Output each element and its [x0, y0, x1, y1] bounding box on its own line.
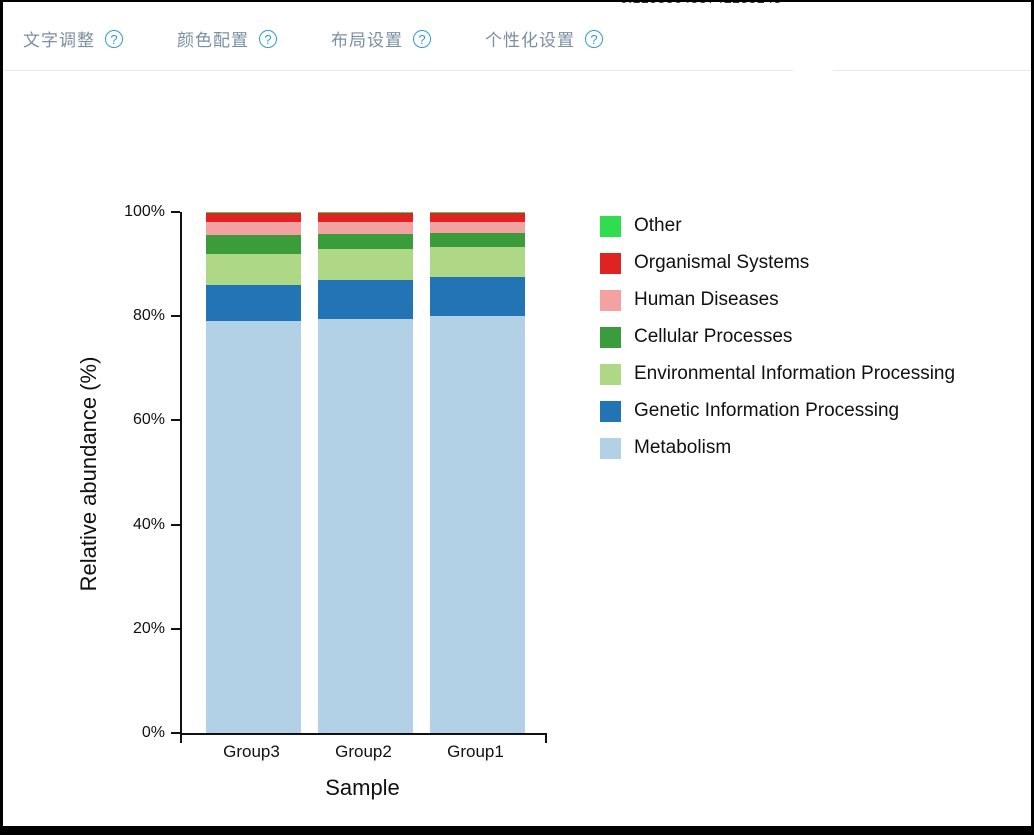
y-tick-label: 100%	[124, 203, 165, 220]
bar-group2	[318, 212, 413, 733]
segment-human-diseases	[206, 222, 301, 236]
segment-metabolism	[318, 318, 413, 733]
toolbar-item-text-adjust[interactable]: 文字调整 ?	[23, 26, 123, 51]
clipped-header-row: Human Diseases 0.125356453742233243	[3, 2, 1031, 10]
legend-label: Metabolism	[634, 437, 732, 458]
help-icon[interactable]: ?	[413, 29, 431, 48]
segment-other	[206, 212, 301, 214]
help-icon[interactable]: ?	[105, 29, 123, 48]
legend-swatch	[600, 215, 621, 237]
help-icon[interactable]: ?	[585, 29, 603, 48]
bar-group3	[206, 212, 301, 733]
y-tick-mark	[171, 315, 180, 318]
y-tick-label: 0%	[141, 724, 165, 741]
toolbar-item-layout-settings[interactable]: 布局设置 ?	[331, 26, 431, 51]
segment-metabolism	[430, 316, 525, 733]
legend-swatch	[600, 363, 621, 385]
segment-genetic-information-processing	[430, 277, 525, 317]
page: Human Diseases 0.125356453742233243 文字调整…	[3, 2, 1031, 826]
y-tick-0: 0%	[142, 724, 180, 742]
segment-environmental-information-processing	[318, 248, 413, 280]
y-tick-60: 60%	[133, 411, 180, 429]
segment-other	[318, 212, 413, 214]
chart-legend: Other Organismal Systems Human Diseases Cel…	[600, 215, 955, 474]
stacked-bar-chart: Relative abundance (%) 0% 20% 40% 60% 80% 100…	[3, 2, 1031, 826]
legend-label: Environmental Information Processing	[634, 363, 956, 384]
segment-organismal-systems	[206, 213, 301, 223]
x-axis-end-tick-right	[545, 735, 547, 743]
legend-swatch	[600, 437, 621, 459]
legend-label: Genetic Information Processing	[634, 400, 900, 421]
segment-organismal-systems	[430, 213, 525, 223]
legend-label: Human Diseases	[634, 289, 779, 310]
segment-genetic-information-processing	[206, 284, 301, 322]
x-label-group2: Group2	[335, 742, 392, 761]
toolbar-item-color-config[interactable]: 颜色配置 ?	[177, 26, 277, 51]
segment-organismal-systems	[318, 213, 413, 223]
legend-item-organismal-systems: Organismal Systems	[600, 252, 955, 274]
y-tick-100: 100%	[124, 203, 180, 221]
segment-cellular-processes	[318, 233, 413, 249]
toolbar-item-label: 文字调整	[23, 31, 95, 50]
clipped-header-left-text: Human Diseases	[103, 2, 231, 7]
x-axis-title: Sample	[325, 775, 400, 800]
segment-other	[430, 212, 525, 214]
segment-cellular-processes	[430, 232, 525, 248]
legend-item-metabolism: Metabolism	[600, 437, 955, 459]
toolbar-item-personalization[interactable]: 个性化设置 ?	[485, 26, 603, 51]
legend-swatch	[600, 400, 621, 422]
toolbar-item-label: 个性化设置	[485, 31, 575, 50]
x-label-group1: Group1	[447, 742, 504, 761]
y-tick-40: 40%	[133, 516, 180, 534]
legend-label: Cellular Processes	[634, 326, 793, 347]
segment-cellular-processes	[206, 235, 301, 254]
bars	[182, 212, 547, 733]
segment-metabolism	[206, 321, 301, 733]
legend-swatch	[600, 326, 621, 348]
y-tick-mark	[171, 211, 180, 213]
segment-genetic-information-processing	[318, 279, 413, 319]
legend-item-human-diseases: Human Diseases	[600, 289, 955, 311]
legend-item-environmental-information-processing: Environmental Information Processing	[600, 363, 955, 385]
y-tick-label: 20%	[132, 619, 165, 637]
y-tick-label: 60%	[132, 411, 165, 429]
x-axis-end-tick-left	[180, 735, 182, 743]
toolbar-divider	[3, 70, 1031, 71]
help-icon[interactable]: ?	[259, 29, 277, 48]
segment-human-diseases	[318, 222, 413, 234]
y-tick-mark	[171, 732, 180, 734]
legend-swatch	[600, 252, 621, 274]
y-tick-mark	[171, 627, 180, 630]
clipped-header-right-text: 0.125356453742233243	[620, 2, 782, 6]
legend-item-genetic-information-processing: Genetic Information Processing	[600, 400, 955, 422]
legend-swatch	[600, 289, 621, 311]
segment-environmental-information-processing	[206, 253, 301, 285]
y-tick-label: 40%	[132, 515, 165, 533]
plot-area	[180, 212, 547, 743]
legend-item-other: Other	[600, 215, 955, 237]
segment-human-diseases	[430, 222, 525, 233]
legend-label: Other	[634, 215, 682, 236]
legend-label: Organismal Systems	[634, 252, 810, 273]
x-label-group3: Group3	[223, 742, 280, 761]
divider-white-notch	[793, 56, 833, 89]
y-tick-80: 80%	[133, 307, 180, 325]
settings-toolbar: 文字调整 ? 颜色配置 ? 布局设置 ? 个性化设置 ?	[3, 10, 1031, 70]
legend-item-cellular-processes: Cellular Processes	[600, 326, 955, 348]
toolbar-item-label: 颜色配置	[177, 31, 249, 50]
y-tick-20: 20%	[133, 620, 180, 638]
segment-environmental-information-processing	[430, 247, 525, 278]
toolbar-item-label: 布局设置	[331, 31, 403, 50]
y-tick-mark	[171, 523, 180, 526]
y-tick-mark	[171, 419, 180, 422]
bar-group1	[430, 212, 525, 733]
y-tick-label: 80%	[132, 307, 165, 325]
x-axis-labels: Group3 Group2 Group1	[180, 742, 545, 762]
y-axis-ticks: 0% 20% 40% 60% 80% 100%	[98, 203, 180, 741]
